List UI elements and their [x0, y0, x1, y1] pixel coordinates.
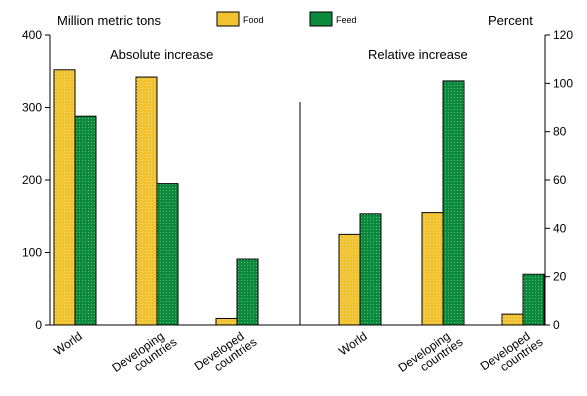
legend-label-feed: Feed — [336, 15, 357, 25]
legend-label-food: Food — [243, 15, 264, 25]
bar-texture — [216, 318, 237, 325]
category-label: Developedcountries — [192, 325, 260, 383]
left-tick-label: 400 — [22, 28, 42, 42]
left-tick-label: 300 — [22, 101, 42, 115]
panel-title-absolute: Absolute increase — [110, 47, 213, 62]
right-tick-label: 40 — [553, 221, 567, 235]
right-tick-label: 60 — [553, 173, 567, 187]
bar-texture — [422, 212, 443, 325]
bars — [53, 69, 545, 326]
bar-texture — [360, 213, 381, 325]
right-axis-title: Percent — [488, 13, 533, 28]
legend-swatch-feed — [309, 11, 333, 27]
left-tick-label: 200 — [22, 173, 42, 187]
category-label: Developedcountries — [478, 325, 546, 383]
legend: Food Feed — [216, 11, 357, 27]
category-labels: World Developingcountries Developedcountri… — [51, 325, 546, 385]
right-tick-label: 120 — [553, 28, 573, 42]
category-label: World — [51, 329, 85, 358]
bar-texture — [157, 183, 178, 325]
bar-texture — [75, 116, 96, 325]
bar-texture — [443, 80, 464, 326]
right-tick-label: 20 — [553, 270, 567, 284]
bar-texture — [136, 77, 157, 325]
bar-texture — [523, 274, 544, 325]
right-tick-label: 0 — [553, 318, 560, 332]
right-tick-label: 100 — [553, 76, 573, 90]
right-axis-ticks: 0 20 40 60 80 100 120 — [545, 28, 573, 332]
left-tick-label: 0 — [35, 318, 42, 332]
category-label: Developingcountries — [396, 325, 466, 385]
bar-texture — [54, 69, 75, 325]
legend-swatch-food — [216, 11, 240, 27]
left-axis-title: Million metric tons — [57, 13, 162, 28]
bar-texture — [339, 234, 360, 325]
left-tick-label: 100 — [22, 246, 42, 260]
panel-title-relative: Relative increase — [368, 47, 468, 62]
category-label: Developingcountries — [110, 325, 180, 385]
category-label: World — [336, 329, 370, 358]
right-tick-label: 80 — [553, 125, 567, 139]
left-axis-ticks: 0 100 200 300 400 — [22, 28, 50, 332]
bar-texture — [502, 314, 523, 325]
bar-texture — [237, 259, 258, 325]
